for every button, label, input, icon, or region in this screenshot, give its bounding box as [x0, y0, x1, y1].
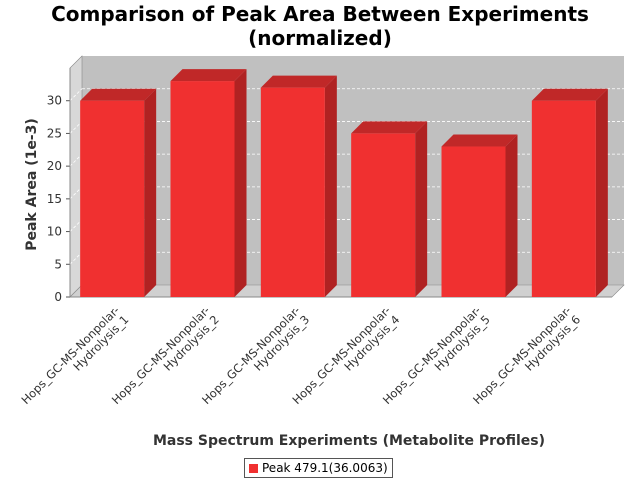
y-tick-label: 20	[47, 159, 62, 173]
x-tick-label-line: Hops_GC-MS-Nonpolar-	[18, 303, 122, 407]
legend-label: Peak 479.1(36.0063)	[262, 461, 388, 475]
y-tick-label: 25	[47, 126, 62, 140]
bar-side	[144, 88, 157, 297]
bar	[531, 100, 596, 297]
bar-side	[595, 88, 608, 297]
bar	[260, 87, 325, 297]
bar-side	[234, 69, 247, 297]
bar-top	[441, 134, 518, 147]
bar-top	[351, 121, 428, 134]
x-axis-title: Mass Spectrum Experiments (Metabolite Pr…	[153, 433, 545, 449]
y-tick-label: 5	[54, 257, 62, 271]
y-tick-label: 15	[47, 192, 62, 206]
bar-top	[170, 69, 247, 82]
bar	[80, 100, 145, 297]
chart-title: Comparison of Peak Area Between Experime…	[0, 2, 640, 50]
gridline-wall	[69, 121, 83, 134]
bar	[351, 133, 416, 297]
gridline-wall	[69, 252, 83, 265]
y-tick-label: 10	[47, 225, 62, 239]
gridline-wall	[69, 153, 83, 167]
bar-top	[531, 88, 608, 101]
y-axis-title: Peak Area (1e-3)	[24, 118, 40, 251]
legend: Peak 479.1(36.0063)	[244, 458, 393, 478]
bar-side	[415, 121, 428, 297]
bar-top	[80, 88, 157, 101]
y-tick-label: 30	[47, 94, 62, 108]
bar-top	[260, 75, 337, 88]
chart-title-line-2: (normalized)	[248, 26, 392, 50]
gridline-wall	[69, 219, 83, 232]
bar-side	[324, 75, 337, 297]
y-tick-label: 0	[54, 290, 62, 304]
gridline-wall	[69, 88, 83, 101]
bar-side	[505, 134, 518, 297]
chart-title-line-1: Comparison of Peak Area Between Experime…	[51, 2, 589, 26]
bar	[170, 81, 235, 297]
bar	[441, 146, 506, 297]
gridline-wall	[69, 186, 83, 200]
legend-swatch	[249, 463, 258, 473]
